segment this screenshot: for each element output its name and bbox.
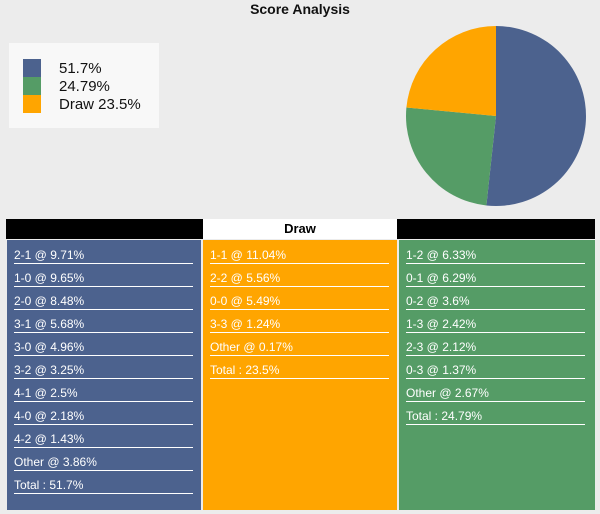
home-score-row: 3-2 @ 3.25%	[14, 355, 193, 379]
home-score-row: 2-0 @ 8.48%	[14, 286, 193, 310]
home-score-row: 1-0 @ 9.65%	[14, 263, 193, 287]
draw-score-row: 2-2 @ 5.56%	[210, 263, 389, 287]
draw-score-row: 1-1 @ 11.04%	[210, 240, 389, 264]
home-column: 2-1 @ 9.71% 1-0 @ 9.65% 2-0 @ 8.48% 3-1 @ 5…	[7, 240, 201, 510]
away-score-row: 2-3 @ 2.12%	[406, 332, 585, 356]
pie-chart	[406, 26, 586, 206]
away-score-row: 1-2 @ 6.33%	[406, 240, 585, 264]
legend-item-draw: Draw 23.5%	[23, 95, 141, 113]
legend-label-draw: Draw 23.5%	[59, 95, 141, 113]
legend-label-home: 51.7%	[59, 59, 102, 77]
away-score-row: Total : 24.79%	[406, 401, 585, 425]
draw-score-row: Other @ 0.17%	[210, 332, 389, 356]
draw-score-row: Total : 23.5%	[210, 355, 389, 379]
home-score-row: Total : 51.7%	[14, 470, 193, 494]
home-score-row: 4-2 @ 1.43%	[14, 424, 193, 448]
legend-swatch-draw	[23, 95, 41, 113]
away-score-row: 0-3 @ 1.37%	[406, 355, 585, 379]
draw-header: Draw	[203, 219, 397, 239]
home-score-row: 2-1 @ 9.71%	[14, 240, 193, 264]
away-score-row: 0-2 @ 3.6%	[406, 286, 585, 310]
pie-slice-draw	[406, 26, 496, 116]
draw-column: 1-1 @ 11.04% 2-2 @ 5.56% 0-0 @ 5.49% 3-3 @ …	[203, 240, 397, 510]
legend-swatch-home	[23, 59, 41, 77]
chart-title: Score Analysis	[250, 1, 350, 17]
away-score-row: 0-1 @ 6.29%	[406, 263, 585, 287]
legend-swatch-away	[23, 77, 41, 95]
away-score-row: 1-3 @ 2.42%	[406, 309, 585, 333]
legend-label-away: 24.79%	[59, 77, 110, 95]
home-score-row: 3-0 @ 4.96%	[14, 332, 193, 356]
legend-item-away: 24.79%	[23, 77, 110, 95]
pie-slice-home	[486, 26, 586, 206]
home-score-row: 3-1 @ 5.68%	[14, 309, 193, 333]
home-score-row: 4-1 @ 2.5%	[14, 378, 193, 402]
draw-score-row: 0-0 @ 5.49%	[210, 286, 389, 310]
legend-item-home: 51.7%	[23, 59, 102, 77]
home-score-row: Other @ 3.86%	[14, 447, 193, 471]
pie-slice-away	[406, 107, 496, 206]
legend: 51.7% 24.79% Draw 23.5%	[9, 43, 159, 128]
draw-score-row: 3-3 @ 1.24%	[210, 309, 389, 333]
away-column: 1-2 @ 6.33% 0-1 @ 6.29% 0-2 @ 3.6% 1-3 @ 2.…	[399, 240, 595, 510]
away-score-row: Other @ 2.67%	[406, 378, 585, 402]
home-score-row: 4-0 @ 2.18%	[14, 401, 193, 425]
